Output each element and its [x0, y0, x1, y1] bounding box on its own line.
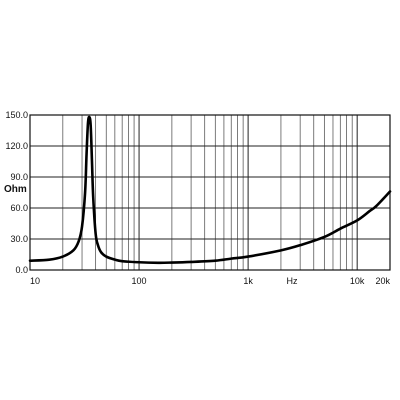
y-tick-label: 0.0: [15, 265, 28, 275]
y-tick-label: 60.0: [10, 203, 28, 213]
impedance-curve: [28, 115, 392, 265]
y-tick-label: 90.0: [10, 172, 28, 182]
grid: [30, 115, 391, 270]
y-tick-label: 30.0: [10, 234, 28, 244]
x-tick-label: 100: [132, 276, 147, 286]
y-tick-label: 150.0: [5, 110, 28, 120]
x-axis-label: Hz: [287, 276, 298, 286]
y-tick-label: 120.0: [5, 141, 28, 151]
x-tick-label: 10k: [350, 276, 365, 286]
x-tick-label: 1k: [243, 276, 253, 286]
x-tick-labels: 10 100 1k 10k 20k: [30, 276, 390, 286]
x-tick-label: 20k: [375, 276, 390, 286]
x-tick-label: 10: [30, 276, 40, 286]
y-tick-labels: 0.0 30.0 60.0 90.0 120.0 150.0: [5, 110, 28, 275]
y-axis-label: Ohm: [4, 184, 27, 195]
curve-layer: [28, 115, 392, 265]
